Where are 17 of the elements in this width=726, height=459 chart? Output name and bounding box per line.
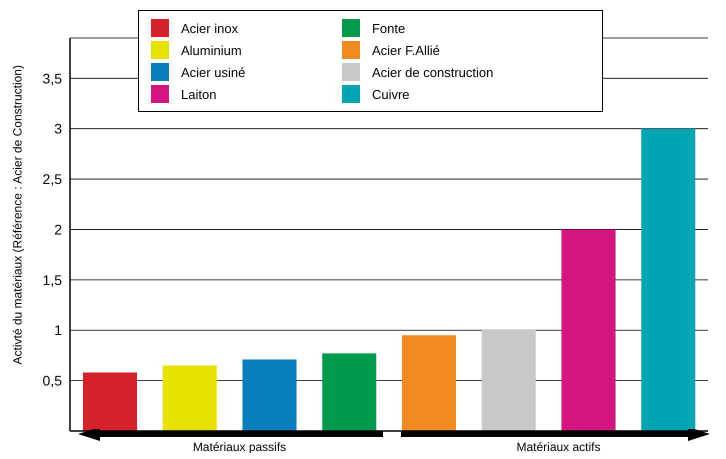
y-tick-label: 2,5 xyxy=(42,171,62,188)
y-tick-label: 0,5 xyxy=(42,372,62,389)
y-tick-label: 3,5 xyxy=(42,70,62,86)
legend-label: Acier de construction xyxy=(372,64,494,80)
legend-label: Acier usiné xyxy=(181,64,246,80)
y-tick-label: 3 xyxy=(54,120,62,137)
legend-label: Laiton xyxy=(181,86,216,102)
legend-label: Acier inox xyxy=(181,20,238,36)
legend-label: Acier F.Allié xyxy=(372,42,440,58)
legend-label: Fonte xyxy=(372,20,406,36)
y-tick-label: 1 xyxy=(54,322,62,338)
legend-label: Aluminium xyxy=(181,42,242,58)
y-tick-label: 1,5 xyxy=(42,272,62,288)
legend-label: Cuivre xyxy=(372,86,410,102)
y-tick-label: 2 xyxy=(54,221,62,238)
y-axis-title: Activté du matériaux (Référence : Acier de Construction) xyxy=(10,65,24,364)
text: Matériaux actifs xyxy=(516,440,601,454)
